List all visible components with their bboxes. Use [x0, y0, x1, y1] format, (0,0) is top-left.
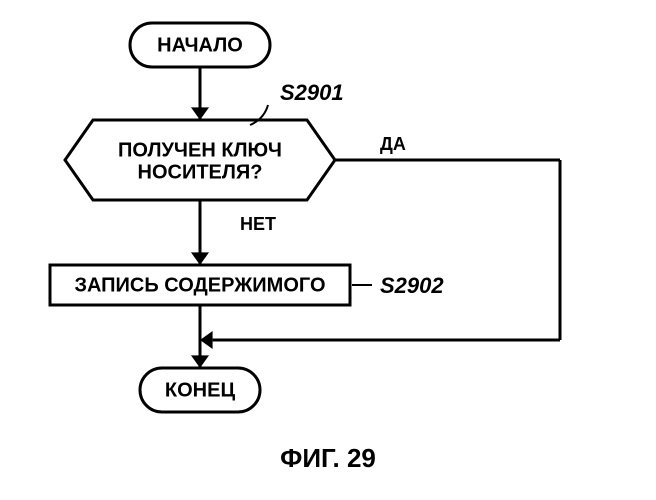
flowchart-figure: НАЧАЛО ПОЛУЧЕН КЛЮЧНОСИТЕЛЯ? S2901 ДА НЕТ ЗАП… — [0, 0, 656, 500]
decision-yes-label: ДА — [380, 134, 406, 154]
step-ref-s2901: S2901 — [280, 80, 344, 105]
decision-text-line1: ПОЛУЧЕН КЛЮЧ — [118, 139, 282, 161]
start-label: НАЧАЛО — [157, 34, 243, 56]
arrowhead — [191, 355, 209, 368]
decision-text-line2: НОСИТЕЛЯ? — [138, 161, 263, 183]
step-ref-s2902: S2902 — [380, 273, 444, 298]
decision-no-label: НЕТ — [240, 214, 276, 234]
arrowhead — [200, 331, 213, 349]
figure-caption: ФИГ. 29 — [280, 443, 376, 473]
arrowhead — [191, 252, 209, 265]
arrowhead — [191, 107, 209, 120]
process-text: ЗАПИСЬ СОДЕРЖИМОГО — [74, 274, 325, 296]
end-label: КОНЕЦ — [165, 379, 236, 401]
